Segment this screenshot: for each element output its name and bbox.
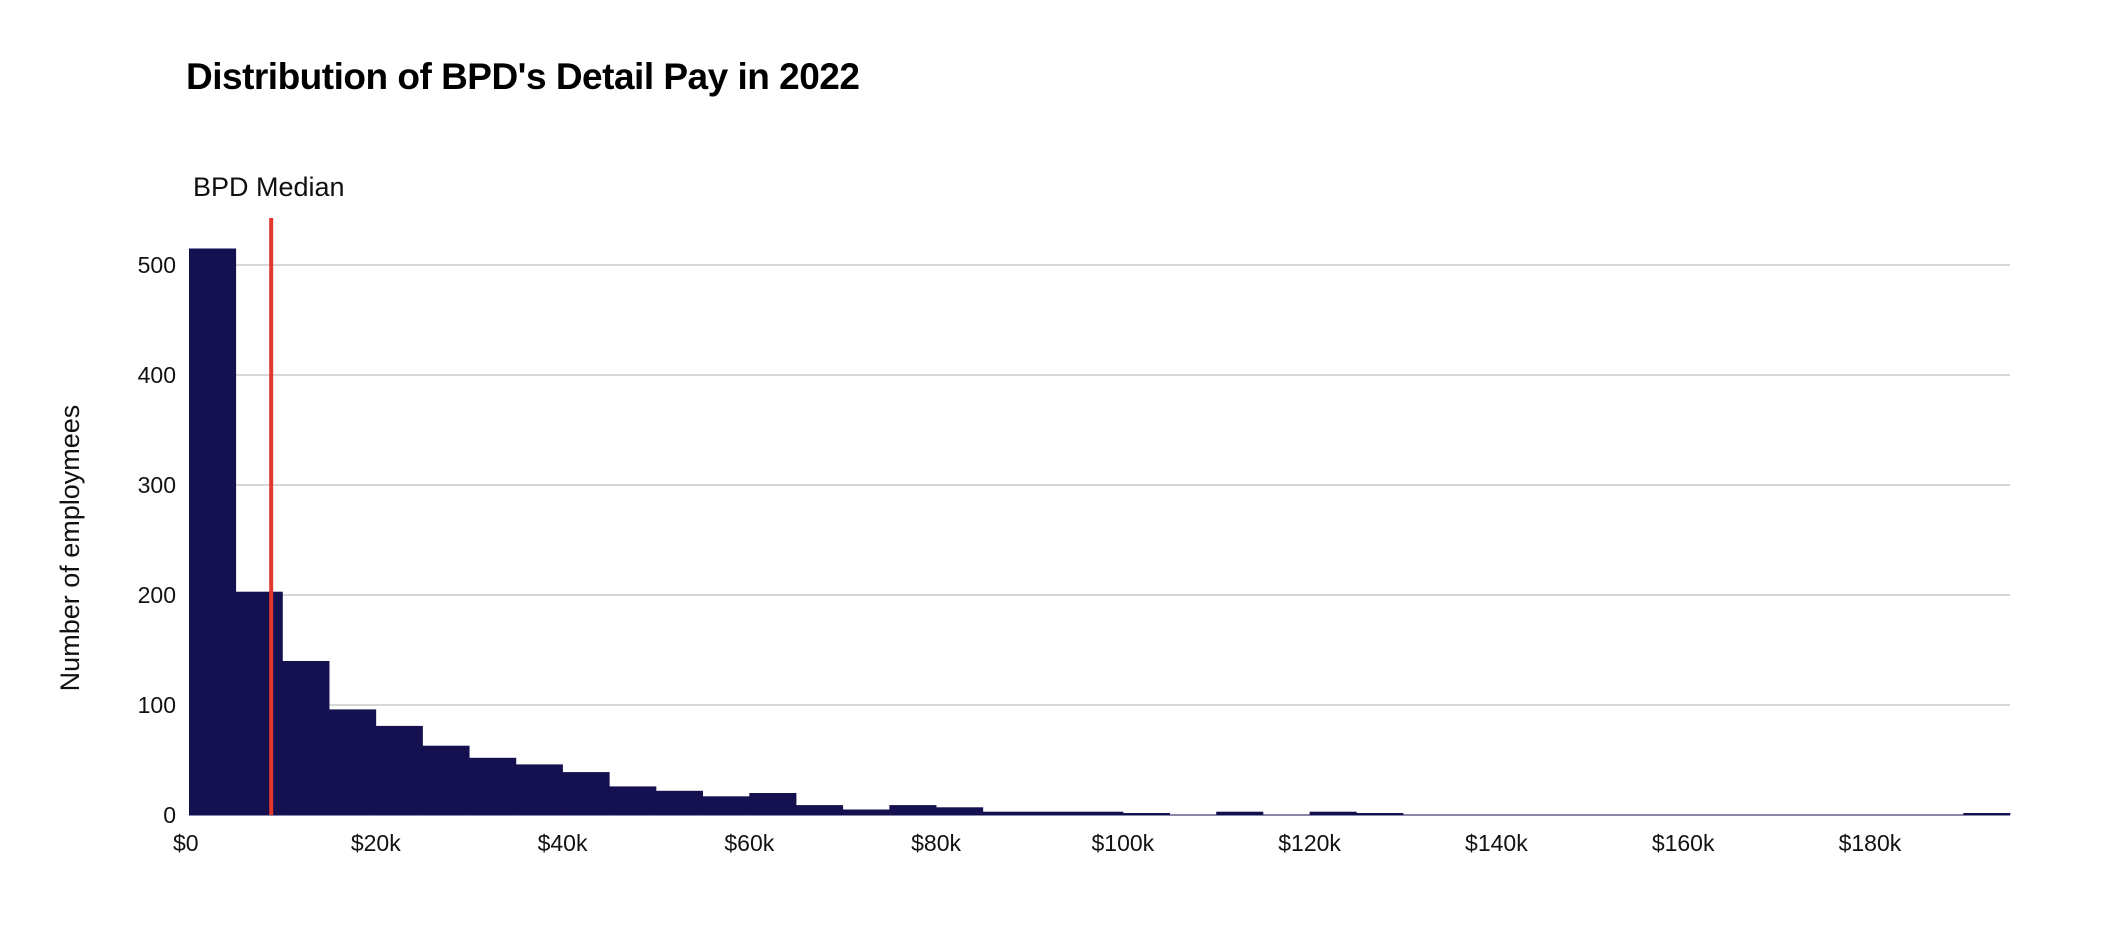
histogram-bar	[702, 796, 750, 815]
x-tick-label: $140k	[1465, 830, 1528, 856]
histogram-bar	[235, 591, 283, 815]
histogram-bar	[422, 745, 470, 815]
histogram-bar	[889, 805, 937, 815]
histogram-bar	[515, 764, 563, 815]
x-tick-label: $160k	[1652, 830, 1715, 856]
x-tick-label: $40k	[538, 830, 588, 856]
histogram-bar	[1963, 813, 2011, 815]
y-tick-label: 100	[138, 692, 176, 718]
histogram-bar	[375, 725, 423, 815]
x-tick-label: $100k	[1092, 830, 1155, 856]
x-tick-label: $120k	[1278, 830, 1341, 856]
histogram-bars	[189, 248, 2011, 816]
y-tick-label: 200	[138, 582, 176, 608]
x-tick-label: $60k	[724, 830, 774, 856]
histogram-bar	[936, 807, 984, 815]
x-tick-label: $80k	[911, 830, 961, 856]
histogram-bar	[1122, 813, 1170, 815]
histogram-bar	[282, 661, 330, 815]
histogram-bar	[469, 757, 517, 815]
histogram-bar	[189, 248, 237, 815]
x-axis-ticks: $0 $20k $40k $60k $80k $100k $120k $140k $160k $1…	[173, 830, 1902, 856]
histogram-bar	[982, 811, 1030, 815]
histogram-bar	[562, 772, 610, 815]
histogram-bar	[796, 805, 844, 815]
median-label: BPD Median	[193, 172, 345, 202]
histogram-bar	[1216, 811, 1264, 815]
histogram-bar	[749, 793, 797, 815]
x-tick-label: $20k	[351, 830, 401, 856]
y-axis-title: Number of employmees	[55, 405, 85, 692]
histogram-bar	[655, 790, 704, 815]
histogram-bar	[1309, 811, 1357, 815]
y-tick-label: 0	[163, 802, 176, 828]
x-tick-label: $180k	[1839, 830, 1902, 856]
chart-title: Distribution of BPD's Detail Pay in 2022	[186, 56, 860, 97]
histogram-bar	[842, 809, 890, 815]
y-tick-label: 300	[138, 472, 176, 498]
histogram-bar	[609, 786, 657, 815]
x-tick-label: $0	[173, 830, 199, 856]
histogram-bar	[1356, 813, 1404, 815]
y-tick-label: 400	[138, 362, 176, 388]
y-axis-ticks: 0 100 200 300 400 500	[138, 252, 176, 828]
gridlines	[189, 264, 2010, 706]
y-tick-label: 500	[138, 252, 176, 278]
histogram-bar	[1029, 811, 1077, 815]
histogram-bar	[329, 709, 377, 815]
median-marker: BPD Median	[193, 172, 345, 815]
histogram-bar	[1076, 811, 1124, 815]
